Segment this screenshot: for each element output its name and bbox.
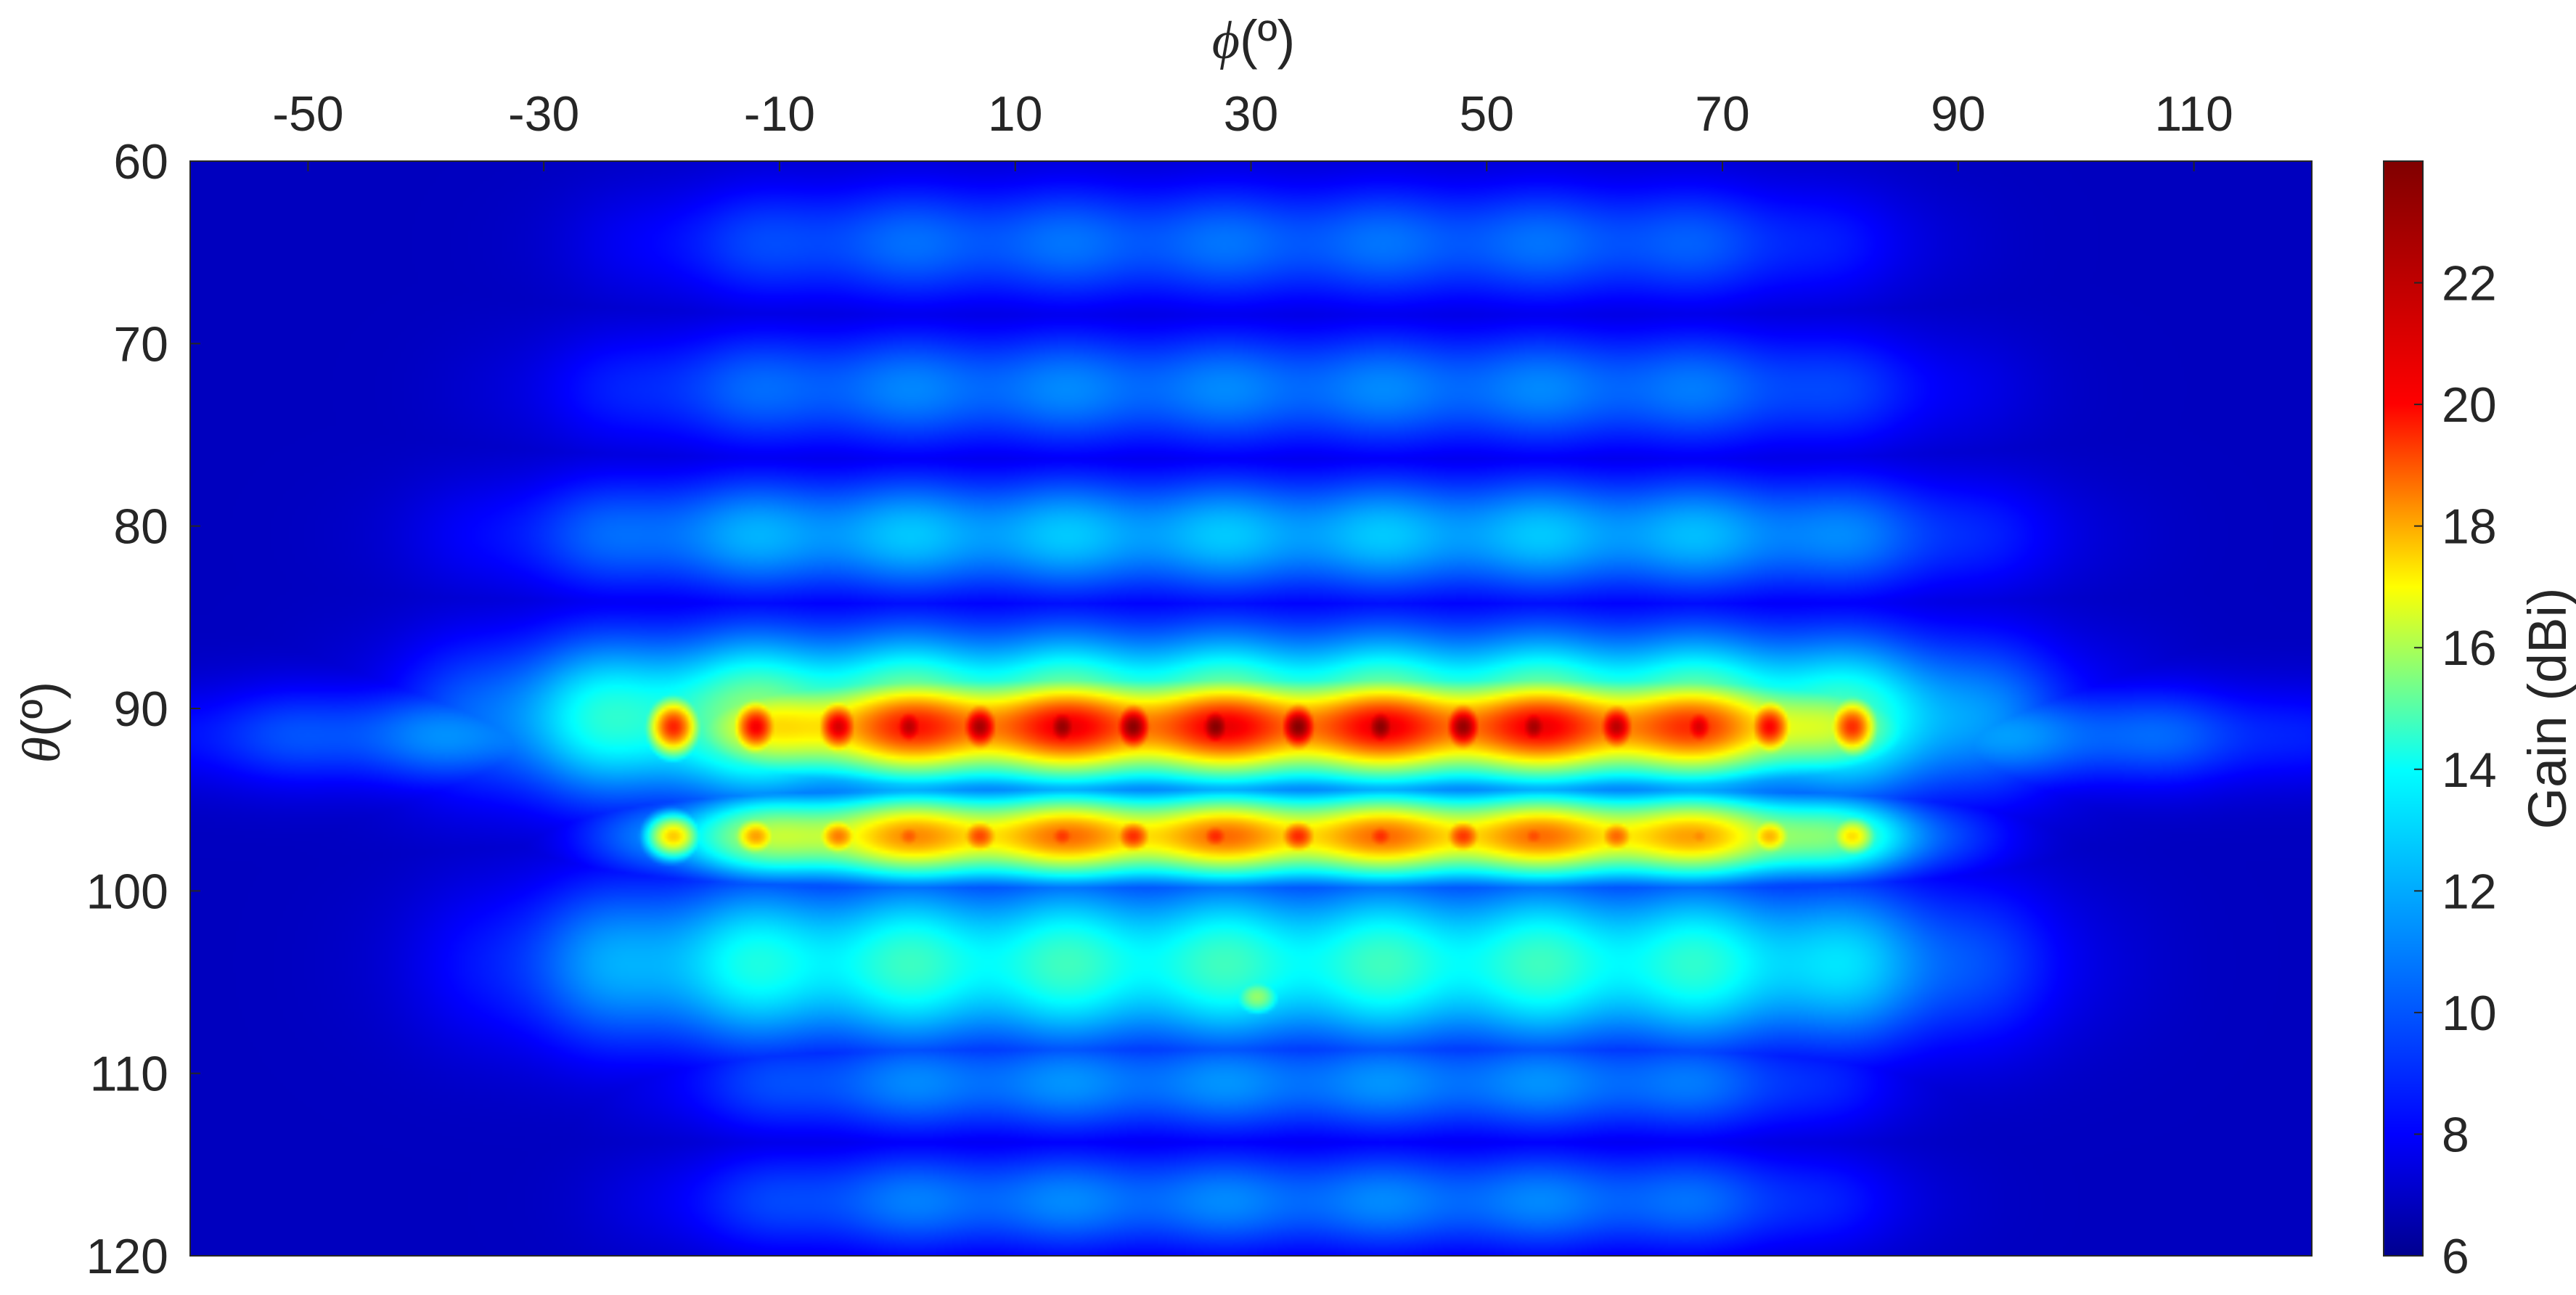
y-axis-unit: (º): [11, 682, 71, 737]
colorbar-tick-label: 22: [2442, 256, 2497, 311]
colorbar-tick-label: 8: [2442, 1107, 2469, 1162]
y-tick-label: 100: [86, 864, 168, 919]
x-tick-labels: -50 -30 -10 10 30 50 70 90 110: [272, 86, 2233, 171]
x-tick-label: 90: [1931, 86, 1986, 142]
colorbar-gradient: [2383, 160, 2424, 1257]
heatmap-image: [190, 161, 2312, 1256]
colorbar-label: Gain (dBi): [2517, 587, 2576, 829]
colorbar-tick-label: 6: [2442, 1229, 2469, 1284]
y-tick-label: 70: [113, 316, 168, 372]
x-tick-label: 30: [1224, 86, 1279, 142]
colorbar-tick-label: 12: [2442, 864, 2497, 919]
heatmap-plot-area: [189, 160, 2313, 1257]
colorbar-tick-label: 16: [2442, 621, 2497, 676]
y-tick-label: 120: [86, 1229, 168, 1284]
y-tick-labels: 60 70 80 90 100 110 120: [86, 134, 200, 1284]
colorbar-tick-label: 14: [2442, 743, 2497, 798]
y-axis-label: θ(º): [11, 682, 72, 764]
colorbar-tick-label: 20: [2442, 377, 2497, 433]
x-tick-label: -50: [272, 86, 343, 142]
x-tick-label: -10: [744, 86, 815, 142]
colorbar: 6 8 10 12 14 16 18 20 22 Gain (dBi): [2383, 160, 2576, 1284]
colorbar-tick-labels: 6 8 10 12 14 16 18 20 22: [2414, 256, 2497, 1284]
x-tick-label: 110: [2154, 86, 2233, 142]
colorbar-tick-label: 10: [2442, 986, 2497, 1041]
colorbar-tick-label: 18: [2442, 499, 2497, 555]
x-tick-label: 50: [1459, 86, 1514, 142]
x-axis-label: ϕ(º): [1212, 9, 1296, 70]
y-tick-label: 90: [113, 682, 168, 737]
x-axis-unit: (º): [1240, 9, 1295, 70]
x-tick-label: 10: [988, 86, 1043, 142]
x-axis-symbol: ϕ: [1212, 11, 1240, 70]
y-axis-symbol: θ: [12, 737, 72, 763]
y-tick-label: 110: [90, 1047, 168, 1102]
y-tick-label: 80: [113, 499, 168, 555]
x-tick-label: 70: [1695, 86, 1750, 142]
x-tick-label: -30: [508, 86, 579, 142]
y-tick-label: 60: [113, 134, 168, 189]
